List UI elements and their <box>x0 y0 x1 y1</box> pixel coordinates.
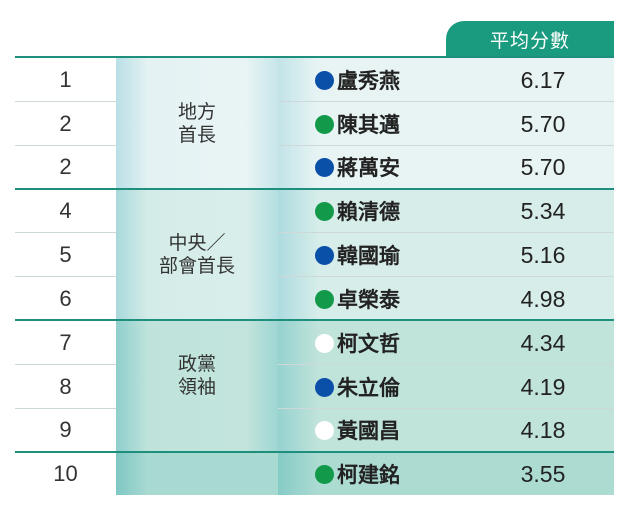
group-label-party: 政黨 領袖 <box>177 353 216 398</box>
table-row: 8 朱立倫 4.19 <box>15 365 614 409</box>
name-cell: 朱立倫 <box>315 365 400 409</box>
rank-cell: 2 <box>59 111 72 136</box>
table-row: 5 韓國瑜 5.16 <box>15 233 614 277</box>
rank-cell: 9 <box>59 417 72 442</box>
party-dot-icon <box>315 377 334 397</box>
table-row: 4 賴清德 5.34 <box>15 189 614 233</box>
score-cell: 3.55 <box>520 460 566 487</box>
group-bg-central <box>116 189 278 320</box>
divider-group <box>15 188 614 190</box>
name-cell: 蔣萬安 <box>315 145 400 189</box>
name-cell: 韓國瑜 <box>315 233 400 277</box>
name-bg-local <box>278 58 614 189</box>
name-cell: 柯文哲 <box>315 321 400 365</box>
table-row: 7 柯文哲 4.34 <box>15 321 614 365</box>
group-bg-party <box>116 320 278 452</box>
rank-cell: 1 <box>59 67 72 92</box>
score-cell: 5.70 <box>520 153 566 180</box>
party-dot-icon <box>315 420 334 440</box>
divider-top <box>15 56 614 58</box>
name-cell: 柯建銘 <box>315 452 400 496</box>
table-row: 2 蔣萬安 5.70 <box>15 145 614 189</box>
score-cell: 4.34 <box>520 329 566 356</box>
party-dot-icon <box>315 157 334 177</box>
name-bg-party <box>278 320 614 452</box>
group-bg-other <box>116 452 278 495</box>
score-cell: 4.19 <box>520 373 566 400</box>
rank-cell: 4 <box>59 198 72 223</box>
rank-cell: 7 <box>59 330 72 355</box>
party-dot-icon <box>315 333 334 353</box>
table-row: 1 盧秀燕 6.17 <box>15 58 614 102</box>
score-column-header: 平均分數 <box>446 21 614 57</box>
rank-cell: 10 <box>53 461 78 486</box>
name-bg-other <box>278 452 614 495</box>
name-cell: 黃國昌 <box>315 408 400 452</box>
score-cell: 5.16 <box>520 241 566 268</box>
name-cell: 卓榮泰 <box>315 277 400 321</box>
rank-cell: 2 <box>59 154 72 179</box>
party-dot-icon <box>315 245 334 265</box>
score-cell: 5.70 <box>520 110 566 137</box>
rank-cell: 8 <box>59 374 72 399</box>
score-cell: 5.34 <box>520 197 566 224</box>
name-cell: 賴清德 <box>315 189 400 233</box>
party-dot-icon <box>315 114 334 134</box>
rank-cell: 6 <box>59 286 72 311</box>
table-row: 10 柯建銘 3.55 <box>15 452 614 496</box>
name-cell: 陳其邁 <box>315 102 400 146</box>
table-row: 9 黃國昌 4.18 <box>15 408 614 452</box>
table-row: 2 陳其邁 5.70 <box>15 102 614 146</box>
group-bg-local <box>116 58 278 189</box>
party-dot-icon <box>315 70 334 90</box>
party-dot-icon <box>315 289 334 309</box>
score-cell: 4.18 <box>520 416 566 443</box>
divider-group <box>15 319 614 321</box>
party-dot-icon <box>315 464 334 484</box>
score-header-label: 平均分數 <box>489 29 570 52</box>
score-cell: 6.17 <box>520 66 566 93</box>
group-label-local: 地方 首長 <box>177 100 216 146</box>
rank-cell: 5 <box>59 242 72 267</box>
table-row: 6 卓榮泰 4.98 <box>15 277 614 321</box>
name-cell: 盧秀燕 <box>315 58 400 102</box>
divider-group <box>15 451 614 453</box>
score-cell: 4.98 <box>520 285 566 312</box>
group-label-central: 中央／ 部會首長 <box>158 231 235 277</box>
name-bg-central <box>278 189 614 320</box>
party-dot-icon <box>315 201 334 221</box>
